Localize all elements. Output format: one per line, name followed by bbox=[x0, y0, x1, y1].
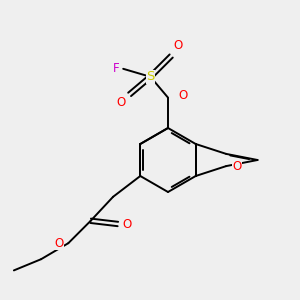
Text: O: O bbox=[122, 218, 131, 230]
Text: O: O bbox=[173, 39, 182, 52]
Text: O: O bbox=[116, 96, 126, 110]
Text: O: O bbox=[54, 237, 63, 250]
Text: O: O bbox=[232, 160, 242, 172]
Text: S: S bbox=[146, 70, 154, 83]
Text: O: O bbox=[178, 89, 187, 102]
Text: F: F bbox=[112, 62, 119, 75]
